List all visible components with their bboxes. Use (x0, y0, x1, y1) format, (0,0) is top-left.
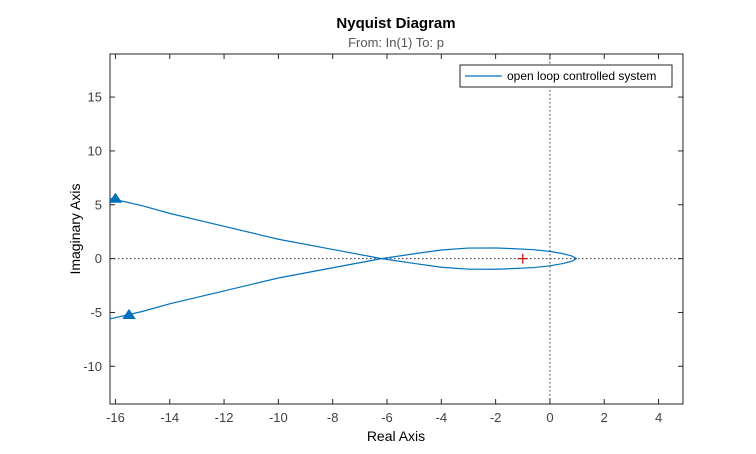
y-tick-label: -5 (90, 305, 102, 320)
x-axis-label: Real Axis (367, 428, 425, 444)
x-axis-ticks: -16 -14 -12 -10 -8 -6 -4 -2 0 2 4 (106, 54, 662, 425)
x-tick-label: 4 (655, 410, 662, 425)
y-tick-label: 0 (95, 251, 102, 266)
direction-arrow-marker (108, 192, 123, 203)
x-tick-label: 0 (546, 410, 553, 425)
y-tick-label: 15 (88, 90, 102, 105)
series-layer (109, 197, 578, 320)
x-tick-label: -6 (381, 410, 393, 425)
marker-layer (108, 192, 528, 320)
y-axis-ticks: -10 -5 0 5 10 15 (83, 90, 683, 374)
reference-lines (110, 54, 683, 404)
x-tick-label: -2 (490, 410, 502, 425)
x-tick-label: 2 (601, 410, 608, 425)
chart-subtitle: From: In(1) To: p (348, 35, 444, 50)
x-tick-label: -12 (215, 410, 234, 425)
x-tick-label: -4 (436, 410, 448, 425)
y-tick-label: 10 (88, 143, 102, 158)
legend-box (459, 64, 673, 88)
x-tick-label: -16 (106, 410, 125, 425)
series-line-branch-2 (109, 247, 550, 320)
y-tick-label: -10 (83, 359, 102, 374)
x-tick-label: -8 (327, 410, 339, 425)
series-line-branch-1 (109, 197, 578, 270)
y-tick-label: 5 (95, 197, 102, 212)
legend-entry-label: open loop controlled system (507, 69, 656, 83)
legend: open loop controlled system (459, 64, 673, 88)
chart-title: Nyquist Diagram (336, 15, 455, 32)
direction-arrow-marker (122, 308, 136, 320)
x-tick-label: -14 (160, 410, 179, 425)
x-tick-label: -10 (269, 410, 288, 425)
y-axis-label: Imaginary Axis (67, 183, 83, 274)
plot-area (109, 53, 684, 405)
